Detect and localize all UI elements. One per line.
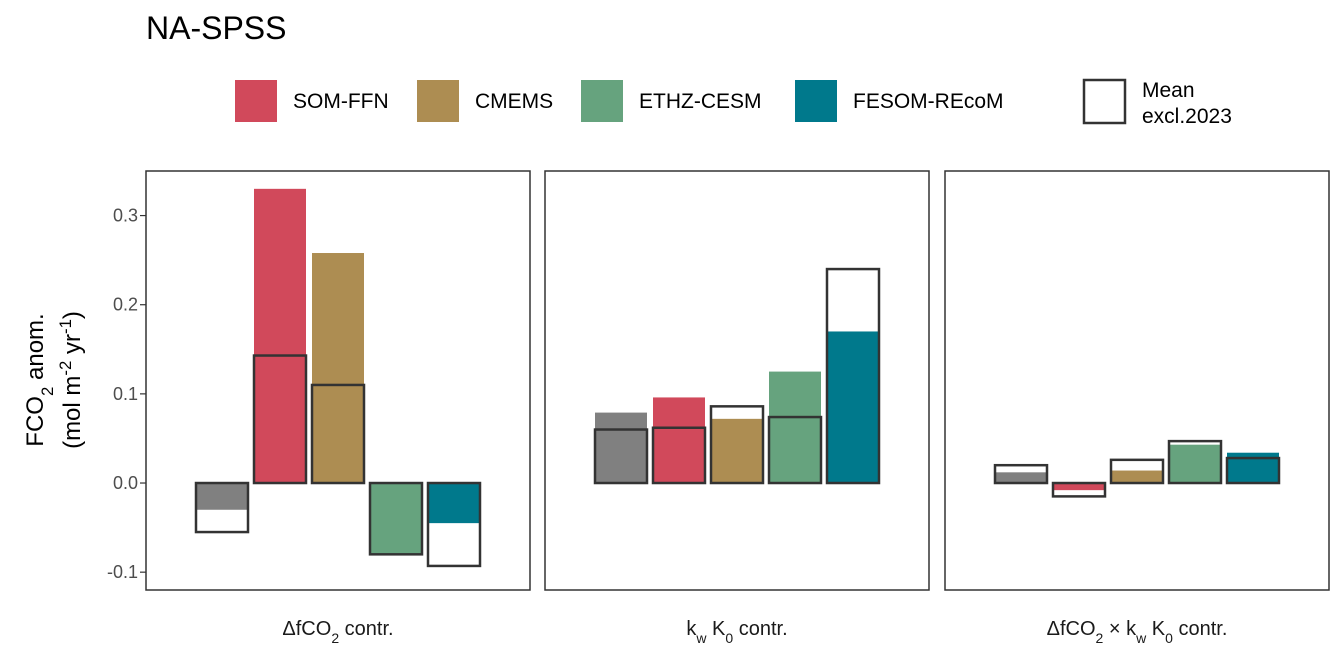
y-tick-label: 0.3	[113, 206, 138, 226]
facet-label-part: fCO	[296, 618, 332, 640]
mean-bar	[1051, 481, 1107, 498]
y-axis-title-part: -1	[56, 319, 75, 334]
facet-label-part: 0	[1165, 630, 1173, 646]
bar	[1169, 444, 1221, 484]
bar	[370, 483, 422, 555]
bar	[312, 253, 364, 484]
facet-label-2: kw K0 contr.	[686, 618, 787, 646]
y-tick-label: 0.2	[113, 295, 138, 315]
facet-label-part: contr.	[733, 618, 787, 640]
facet-label-part: 0	[725, 630, 733, 646]
bar	[1053, 483, 1105, 491]
legend-label-som-ffn: SOM-FFN	[293, 90, 389, 113]
chart-title: NA-SPSS	[146, 10, 287, 46]
panel-border	[544, 170, 930, 591]
legend-label-ethz-cesm: ETHZ-CESM	[639, 90, 762, 113]
y-axis-title-part: yr	[59, 334, 86, 361]
bar	[595, 412, 647, 484]
legend-swatch-ethz-cesm	[581, 80, 623, 122]
legend-label-fesom-recom: FESOM-REcoM	[853, 90, 1004, 113]
mean-bar	[1167, 439, 1223, 485]
facet-label-part: contr.	[339, 618, 393, 640]
mean-bar	[1109, 458, 1165, 485]
bar	[653, 397, 705, 484]
y-axis-title-part: (mol m	[59, 376, 86, 449]
facet-label-part: fCO	[1060, 618, 1096, 640]
facet-label-part: w	[695, 630, 707, 646]
facet-label-part: K	[706, 618, 726, 640]
bar	[196, 483, 248, 510]
mean-bar	[252, 354, 308, 485]
legend-swatch-som-ffn	[235, 80, 277, 122]
facet-label-part: × k	[1103, 618, 1137, 640]
y-tick-label: 0.1	[113, 384, 138, 404]
facet-label-part: w	[1135, 630, 1147, 646]
facet-label-1: ΔfCO2 contr.	[282, 618, 393, 646]
facet-panel-1	[145, 170, 531, 591]
y-axis-title-line2: (mol m-2 yr-1)	[56, 311, 87, 449]
mean-bar	[593, 428, 649, 485]
y-axis-title-part: )	[59, 311, 86, 319]
bar	[769, 371, 821, 484]
facet-label-part: Δ	[282, 618, 295, 640]
bar	[1111, 470, 1163, 484]
facet-label-part: 2	[1096, 630, 1104, 646]
y-tick-label: 0.0	[113, 473, 138, 493]
panel-border	[145, 170, 531, 591]
facet-label-part: Δ	[1047, 618, 1060, 640]
legend-label-mean-line2: excl.2023	[1142, 105, 1232, 128]
mean-bar	[1225, 456, 1281, 485]
mean-bar	[194, 481, 250, 534]
legend-swatch-fesom-recom	[795, 80, 837, 122]
mean-bar	[993, 463, 1049, 485]
legend-label-mean-line1: Mean	[1142, 79, 1195, 102]
y-axis-title-part: anom.	[22, 313, 49, 386]
facet-panel-3	[944, 170, 1330, 591]
facet-panel-2	[544, 170, 930, 591]
mean-bar	[368, 481, 424, 556]
legend-label-cmems: CMEMS	[475, 90, 553, 113]
bar	[254, 188, 306, 484]
facet-label-part: 2	[331, 630, 339, 646]
mean-bar	[825, 267, 881, 485]
panel-border	[944, 170, 1330, 591]
panel-background	[945, 171, 1329, 590]
facet-label-part: k	[686, 618, 697, 640]
legend-swatch-mean	[1082, 78, 1127, 125]
y-tick-label: -0.1	[107, 562, 138, 582]
y-axis-title-line1: FCO2 anom.	[22, 313, 57, 446]
y-axis-title-part: 2	[38, 387, 57, 396]
mean-bar	[709, 405, 765, 485]
facet-label-part: contr.	[1173, 618, 1227, 640]
bar	[827, 331, 879, 484]
y-axis-title-part: FCO	[22, 396, 49, 447]
y-axis-title-part: -2	[56, 361, 75, 376]
mean-bar	[310, 383, 366, 485]
bar	[995, 472, 1047, 484]
bar	[428, 483, 480, 524]
facet-label-part: K	[1146, 618, 1166, 640]
legend-swatch-cmems	[417, 80, 459, 122]
bar	[711, 418, 763, 484]
mean-bar	[767, 415, 823, 485]
mean-bar	[426, 481, 482, 568]
facet-label-3: ΔfCO2 × kw K0 contr.	[1047, 618, 1228, 646]
mean-bar	[651, 426, 707, 485]
